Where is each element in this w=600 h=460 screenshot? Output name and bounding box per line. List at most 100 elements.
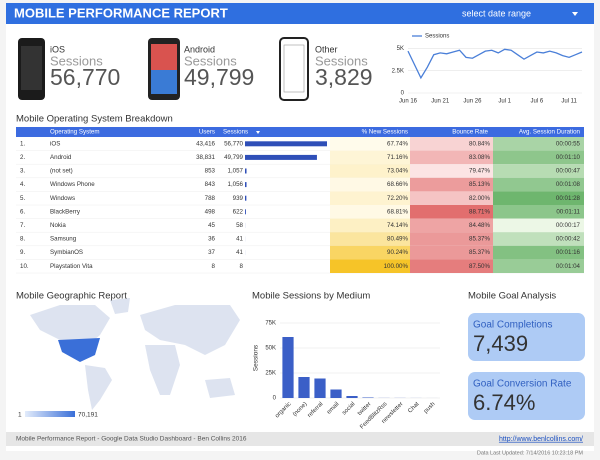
new-sessions-heat [330,164,410,178]
duration-heat [493,150,584,165]
table-title: Mobile Operating System Breakdown [16,114,173,125]
other-screen [283,44,305,93]
map-title: Mobile Geographic Report [16,291,127,302]
y-tick-label: 50K [265,346,276,352]
new-sessions-heat [330,205,410,219]
bounce-rate: 82.00% [469,195,490,202]
bounce-rate: 85.37% [469,249,490,256]
duration-heat [493,137,584,151]
bounce-rate: 79.47% [469,168,490,175]
column-header[interactable]: Users [199,129,215,136]
goal-value: 7,439 [473,331,528,356]
bounce-rate-heat [410,177,493,192]
os-name: Samsung [50,236,77,243]
date-range[interactable]: select date range [462,8,531,18]
users: 788 [205,195,216,202]
map-legend-bar [25,411,75,417]
goal-card [468,372,585,420]
sessions: 1,056 [228,181,244,188]
y-tick-label: 0 [401,91,405,97]
bounce-rate: 85.13% [469,181,490,188]
bar [346,396,358,398]
sessions: 58 [236,222,243,229]
users: 843 [205,181,216,188]
row-rank: 10. [20,263,29,270]
footer-link[interactable]: http://www.benlcollins.com/ [499,436,583,443]
new-sessions: 68.66% [387,181,408,188]
eurasia [140,305,240,355]
new-sessions: 71.16% [387,154,408,161]
x-tick-label: Jun 26 [463,99,482,105]
new-sessions: 67.74% [387,140,408,147]
bounce-rate-heat [410,137,493,151]
sessions: 622 [233,208,244,215]
users: 38,831 [196,154,215,161]
new-sessions-heat [330,232,410,246]
users: 45 [208,222,215,229]
new-sessions-heat [330,259,410,273]
new-sessions-heat [330,137,410,151]
sort-arrow[interactable] [256,131,260,134]
y-tick-label: 25K [265,371,276,377]
y-tick-label: 0 [273,396,277,402]
dropdown-arrow[interactable] [572,12,578,16]
footer-bar [6,432,594,446]
africa [145,345,180,395]
x-tick-label: Jun 16 [399,99,418,105]
new-sessions-heat [330,177,410,192]
sessions-bar [245,182,247,188]
column-header[interactable]: Avg. Session Duration [519,129,581,136]
column-header[interactable]: % New Sessions [362,129,408,136]
sessions: 41 [236,249,243,256]
sessions-bar [245,195,247,201]
new-sessions-heat [330,150,410,165]
scorecard-label: iOS [50,44,65,54]
bounce-rate-heat [410,150,493,165]
new-sessions: 100.00% [384,263,409,270]
sessions: 49,799 [224,154,243,161]
row-rank: 3. [20,168,25,175]
sessions: 8 [240,263,244,270]
x-tick-label: Jul 1 [498,99,511,105]
sessions: 41 [236,236,243,243]
goal-label: Goal Completions [473,320,552,331]
map-legend-max: 70,191 [78,412,98,419]
bar [314,378,326,398]
users: 43,416 [196,140,215,147]
column-header[interactable]: Bounce Rate [452,129,488,136]
users: 498 [205,208,216,215]
new-sessions: 72.20% [387,195,408,202]
row-rank: 9. [20,249,25,256]
ios-screen [21,46,42,90]
new-sessions: 90.24% [387,249,408,256]
row-rank: 7. [20,222,25,229]
os-name: BlackBerry [50,208,81,215]
greenland [110,298,130,314]
map-legend-min: 1 [18,412,22,419]
y-tick-label: 2.5K [392,68,404,74]
os-name: Android [50,154,72,161]
avg-duration: 00:01:04 [556,263,581,270]
y-tick-label: 5K [397,46,404,52]
new-sessions-heat [330,218,410,233]
line-series [407,48,583,80]
sessions-bar [245,168,247,174]
bounce-rate: 85.37% [469,236,490,243]
bounce-rate-heat [410,218,493,233]
column-header[interactable]: Operating System [50,129,100,136]
row-rank: 6. [20,208,25,215]
users: 853 [205,168,216,175]
legend-label: Sessions [425,34,449,40]
avg-duration: 00:00:17 [556,222,581,229]
scorecard-value: 56,770 [50,64,120,90]
os-name: iOS [50,140,60,147]
avg-duration: 00:01:08 [556,181,581,188]
column-header[interactable]: Sessions [223,129,248,136]
x-tick-label: Jul 6 [531,99,544,105]
avg-duration: 00:01:16 [556,249,581,256]
bar [282,337,294,398]
duration-heat [493,218,584,233]
duration-heat [493,177,584,192]
scorecard-label: Other [315,44,338,54]
